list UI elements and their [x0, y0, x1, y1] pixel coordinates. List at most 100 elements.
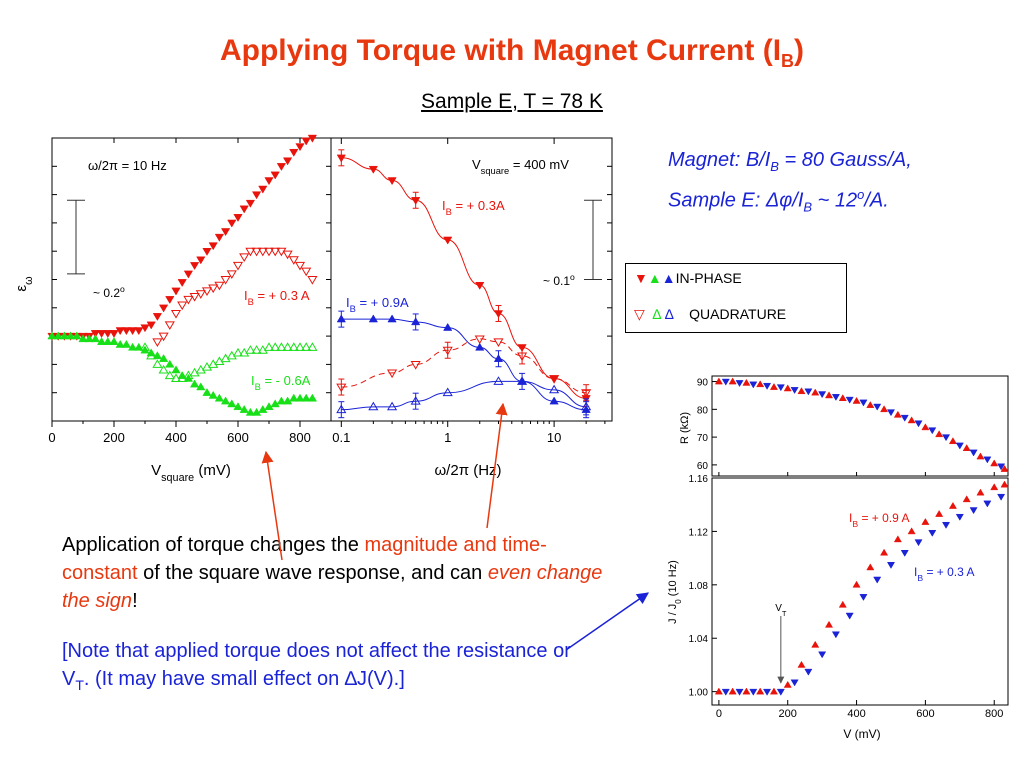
data-point: [336, 314, 346, 323]
body-note-text: . (It may have small effect on: [83, 668, 345, 690]
magnet-note-sup: o: [857, 187, 865, 202]
green-open-up-triangle-icon: ∆: [652, 306, 662, 322]
data-point: [208, 242, 218, 251]
data-point: [282, 250, 293, 260]
data-point: [232, 347, 244, 357]
vsquare-annotation: Vsquare = 400 mV: [472, 157, 569, 176]
data-point: [220, 228, 231, 237]
data-point: [581, 401, 592, 411]
data-point: [790, 679, 799, 687]
magnet-note-sub: B: [770, 159, 779, 174]
vsquare-annotation-part: V: [472, 157, 481, 172]
series-label-red: IB = + 0.3A: [442, 198, 505, 217]
data-point: [783, 384, 792, 392]
data-point: [189, 262, 200, 271]
data-point: [183, 373, 194, 382]
data-point: [140, 345, 150, 354]
series-label-red: IB = + 0.9 A: [849, 511, 909, 529]
y-axis-label-part: (10 Hz): [667, 560, 679, 599]
data-point: [239, 205, 249, 214]
data-point: [336, 404, 347, 414]
data-point: [859, 399, 868, 407]
data-point: [411, 317, 421, 326]
series-label-green-part: I: [251, 373, 255, 388]
series-label-blue-part: = + 0.3 A: [923, 565, 974, 579]
series-label-red-part: = + 0.3A: [452, 198, 505, 213]
data-point: [282, 342, 293, 351]
data-point: [121, 339, 132, 348]
data-point: [955, 513, 964, 521]
data-point: [214, 233, 225, 242]
magnet-note: Magnet: B/IB = 80 Gauss/A, Sample E: Δφ/…: [668, 146, 912, 222]
data-point: [983, 456, 992, 464]
data-point: [146, 350, 157, 360]
data-point: [845, 612, 854, 620]
body-paragraph-2: [Note that applied torque does not affec…: [62, 637, 582, 699]
data-point: [914, 539, 923, 547]
x-tick-label: 400: [165, 430, 187, 445]
series-label-green-sub: B: [255, 382, 261, 392]
data-point: [183, 295, 194, 305]
data-point: [288, 342, 299, 351]
red-open-down-triangle-icon: ▽: [634, 306, 645, 322]
data-point: [170, 373, 182, 382]
data-point: [735, 380, 744, 388]
data-point: [90, 330, 101, 338]
data-point: [336, 154, 346, 163]
plot-frame: [711, 477, 1009, 706]
series-label-red: IB = + 0.3 A: [244, 288, 310, 307]
data-point: [264, 402, 274, 411]
data-point: [196, 382, 206, 391]
data-point: [53, 331, 63, 340]
data-point: [109, 330, 119, 338]
data-point: [997, 463, 1006, 471]
data-point: [368, 401, 379, 411]
data-point: [928, 529, 937, 537]
body-note-text: [Note that applied torque does not affec…: [62, 640, 571, 690]
data-point: [134, 327, 144, 336]
data-point: [368, 165, 378, 174]
data-point: [239, 404, 249, 413]
y-axis-label-sub: 0: [674, 599, 683, 604]
data-point: [859, 594, 868, 601]
data-point: [276, 396, 287, 405]
data-point: [257, 247, 268, 257]
data-point: [721, 688, 730, 696]
data-point: [164, 370, 175, 380]
data-point: [295, 393, 305, 402]
data-point: [581, 389, 592, 398]
blue-open-up-triangle-icon: ∆: [665, 306, 674, 322]
data-point: [838, 600, 847, 608]
body-text: !: [132, 590, 138, 612]
data-point: [942, 521, 951, 529]
x-tick-label: 200: [103, 430, 125, 445]
series-label-red-part: I: [244, 288, 248, 303]
data-point: [475, 342, 485, 351]
magnet-note-symbol: Δφ: [765, 189, 793, 212]
data-point: [158, 364, 169, 374]
data-point: [969, 507, 978, 515]
series-label-blue: IB = + 0.3 A: [914, 565, 974, 583]
data-point: [763, 688, 772, 696]
data-point: [907, 416, 916, 424]
chart-current: 1.00 1.04 1.08 1.12 1.16 0 200 400 600 800 V (mV) J…: [667, 474, 1009, 741]
data-point: [763, 382, 772, 390]
data-point: [990, 483, 999, 491]
data-point: [276, 342, 287, 351]
data-point: [152, 313, 163, 321]
data-point: [935, 430, 944, 438]
data-point: [196, 256, 206, 265]
data-point: [811, 388, 820, 396]
data-point: [728, 687, 737, 695]
data-point: [955, 442, 964, 450]
data-point: [714, 377, 723, 385]
x-axis-label-part: V: [151, 462, 161, 479]
data-point: [804, 388, 813, 396]
data-point: [776, 384, 785, 392]
series-label-red-sub: B: [248, 297, 254, 307]
data-point: [976, 452, 985, 460]
data-point: [942, 434, 951, 442]
data-point: [443, 322, 453, 331]
data-point: [852, 580, 861, 588]
data-point: [121, 327, 132, 336]
